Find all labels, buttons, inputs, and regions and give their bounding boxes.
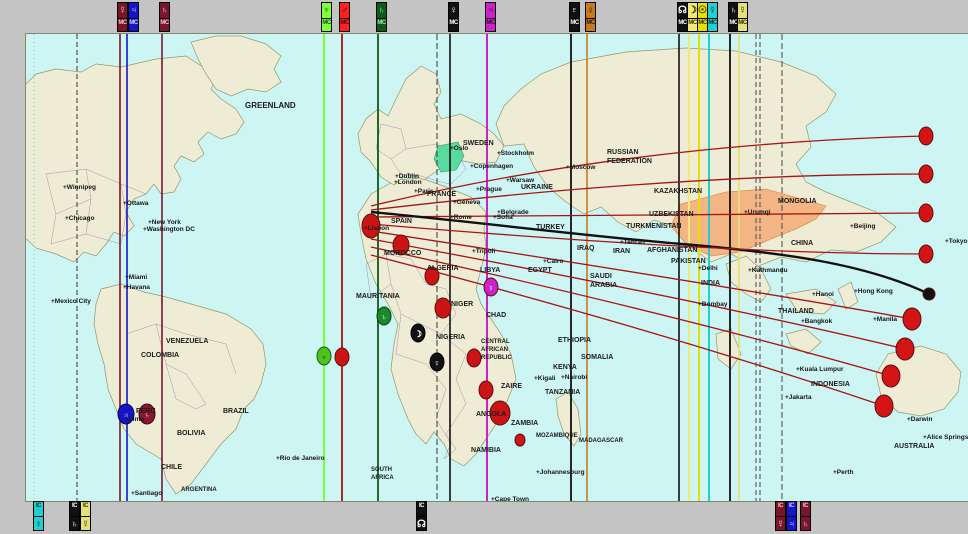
svg-text:♀: ♀: [434, 358, 441, 368]
svg-text:☽: ☽: [414, 329, 422, 339]
svg-text:☿: ☿: [488, 284, 494, 293]
svg-text:♆: ♆: [321, 352, 328, 362]
svg-text:♄: ♄: [381, 312, 388, 322]
